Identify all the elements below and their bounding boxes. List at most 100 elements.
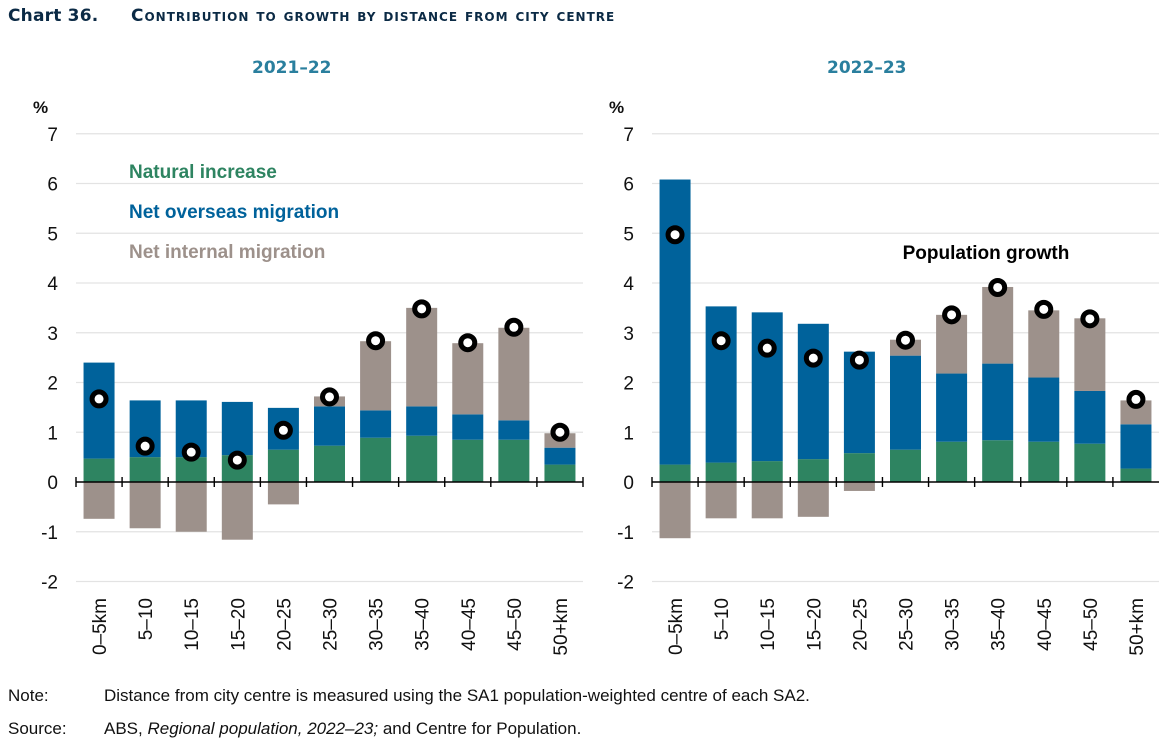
bar-natural-increase (452, 439, 484, 482)
bar-net-overseas-migration (936, 373, 968, 442)
population-growth-marker (181, 442, 201, 462)
population-growth-marker (458, 333, 478, 353)
y-tick-label: -1 (617, 523, 634, 544)
x-category-label: 25–30 (321, 598, 342, 651)
bar-net-overseas-migration (360, 410, 392, 438)
bar-natural-increase (843, 453, 875, 482)
population-growth-marker (504, 317, 524, 337)
source-italic: Regional population, 2022–23; (147, 719, 379, 738)
bar-net-overseas-migration (797, 323, 829, 460)
chart-title: Chart 36. Contribution to growth by dista… (8, 6, 615, 26)
population-growth-marker (320, 387, 339, 407)
x-category-label: 50+km (551, 598, 572, 656)
bar-net-internal-migration (406, 307, 438, 407)
note-line: Note: Distance from city centre is measur… (8, 686, 810, 706)
source-suffix: and Centre for Population. (378, 719, 582, 738)
bar-net-internal-migration (936, 314, 968, 374)
bar-natural-increase (890, 449, 921, 482)
y-tick-label: 6 (623, 175, 634, 196)
x-category-label: 40–45 (1035, 598, 1056, 651)
bar-net-overseas-migration (452, 414, 484, 440)
bar-natural-increase (705, 462, 737, 482)
population-growth-marker (711, 331, 731, 351)
bar-net-overseas-migration (1120, 424, 1152, 469)
chart-heading: Contribution to growth by distance from … (131, 6, 616, 26)
y-tick-label: 5 (623, 224, 634, 245)
bar-net-overseas-migration (705, 306, 737, 463)
y-tick-label: 5 (47, 224, 58, 245)
y-tick-label: -1 (41, 523, 58, 544)
bar-net-internal-migration (452, 343, 484, 415)
bar-natural-increase (544, 464, 576, 482)
y-tick-label: 1 (47, 423, 58, 444)
x-category-label: 10–15 (758, 598, 779, 651)
population-growth-marker (896, 330, 915, 350)
x-category-label: 45–50 (1081, 598, 1102, 651)
y-tick-label: 2 (47, 374, 58, 395)
panel-title-2021-22: 2021–22 (252, 58, 332, 78)
bar-net-internal-migration (221, 482, 253, 540)
chart-panel-1: 7 6 5 4 3 2 1 0 -1 -2% 0–5km 5–10 10–15 15–20 20–25 25–… (609, 98, 1159, 656)
bar-net-internal-migration (360, 341, 392, 411)
bar-net-overseas-migration (659, 179, 691, 465)
x-category-label: 0–5km (90, 598, 111, 655)
bar-net-internal-migration (83, 482, 115, 519)
bar-net-internal-migration (705, 482, 737, 519)
y-axis-unit-label: % (609, 98, 624, 117)
bar-net-internal-migration (175, 482, 207, 532)
bar-net-overseas-migration (890, 355, 921, 450)
population-growth-annotation: Population growth (903, 243, 1070, 264)
bar-natural-increase (267, 449, 299, 482)
y-axis-unit-label: % (33, 98, 48, 117)
y-tick-label: -2 (41, 573, 58, 594)
bar-net-internal-migration (1074, 318, 1106, 391)
bar-net-internal-migration (267, 482, 299, 505)
bar-natural-increase (406, 435, 438, 482)
bar-natural-increase (1120, 468, 1152, 482)
bar-net-internal-migration (498, 327, 530, 421)
y-tick-label: 3 (623, 324, 634, 345)
bar-natural-increase (129, 457, 161, 482)
y-tick-label: 6 (47, 175, 58, 196)
bar-net-overseas-migration (314, 406, 345, 446)
bar-natural-increase (751, 461, 783, 482)
y-tick-label: 7 (623, 125, 634, 146)
bar-net-overseas-migration (982, 363, 1014, 441)
bar-net-overseas-migration (1028, 377, 1060, 442)
x-category-label: 25–30 (897, 598, 918, 651)
x-category-label: 5–10 (712, 598, 733, 640)
chart-number: Chart 36. (8, 6, 99, 26)
bar-natural-increase (936, 441, 968, 482)
population-growth-marker (1126, 389, 1146, 409)
x-category-label: 45–50 (505, 598, 526, 651)
x-category-label: 0–5km (666, 598, 687, 655)
bar-net-overseas-migration (498, 420, 530, 440)
bar-net-internal-migration (797, 482, 829, 517)
y-tick-label: 0 (47, 473, 58, 494)
population-growth-marker (135, 436, 155, 456)
x-category-label: 20–25 (850, 598, 871, 651)
bar-natural-increase (797, 459, 829, 482)
x-category-label: 30–35 (943, 598, 964, 651)
bar-net-internal-migration (1120, 400, 1152, 425)
legend-entry: Natural increase (129, 162, 277, 183)
note-label: Note: (8, 686, 49, 705)
x-category-label: 50+km (1127, 598, 1148, 656)
x-category-label: 35–40 (989, 598, 1010, 651)
legend-entry: Net overseas migration (129, 202, 339, 223)
x-category-label: 15–20 (228, 598, 249, 651)
y-tick-label: 4 (47, 274, 58, 295)
bar-net-overseas-migration (544, 447, 576, 465)
population-growth-marker (803, 348, 823, 368)
population-growth-marker (273, 420, 293, 440)
y-tick-label: 7 (47, 125, 58, 146)
x-category-label: 40–45 (459, 598, 480, 651)
y-tick-label: 4 (623, 274, 634, 295)
population-growth-marker (988, 277, 1008, 297)
x-category-label: 5–10 (136, 598, 157, 640)
population-growth-marker (1080, 309, 1100, 329)
bar-natural-increase (498, 439, 530, 482)
source-label: Source: (8, 719, 67, 738)
population-growth-marker (1034, 299, 1054, 319)
